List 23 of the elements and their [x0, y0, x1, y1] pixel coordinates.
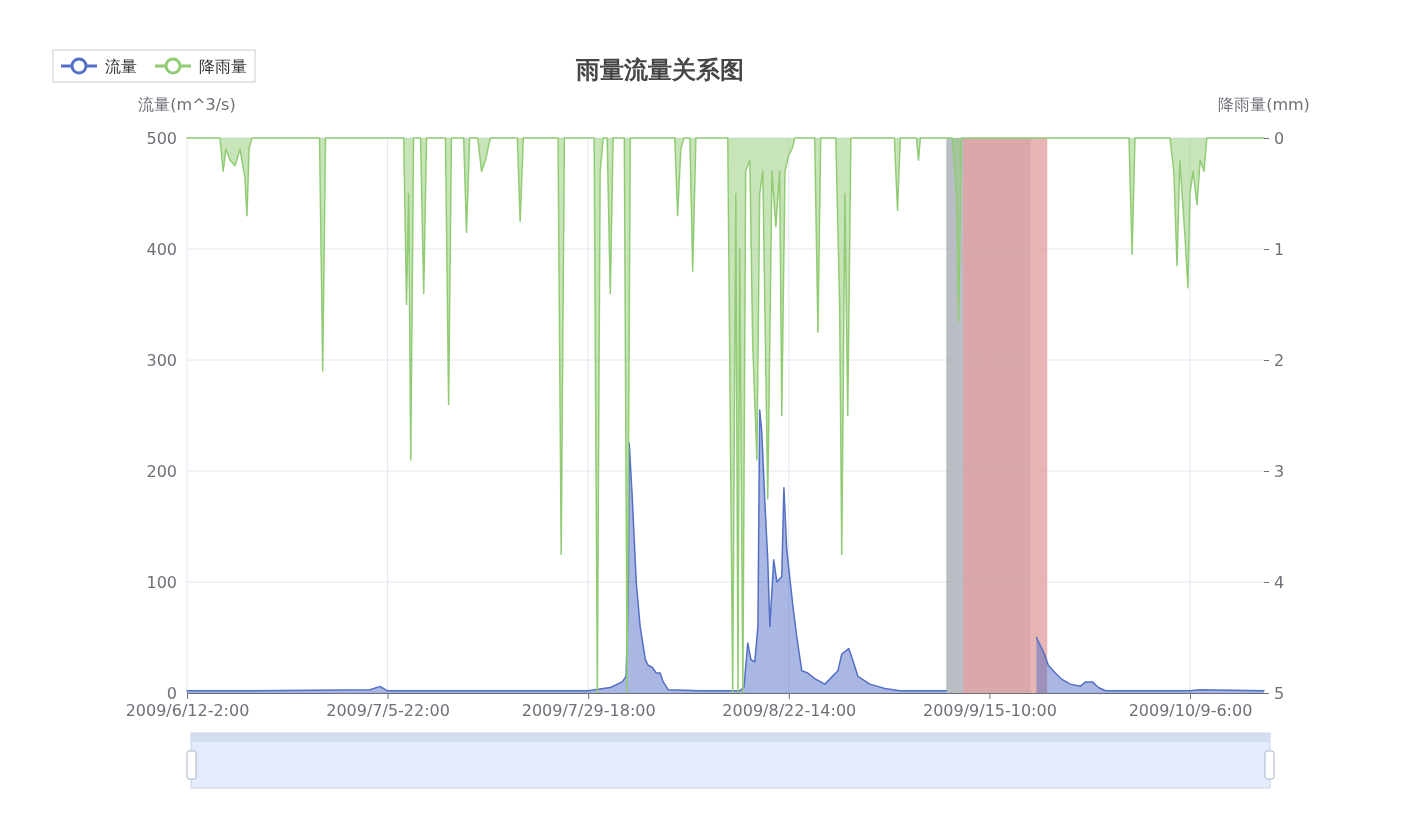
y-tick-label: 300: [146, 350, 177, 370]
x-tick-label: 2009/8/22-14:00: [722, 701, 857, 721]
chart-title: 雨量流量关系图: [575, 56, 744, 84]
y-tick-label: 400: [146, 239, 177, 259]
x-tick-label: 2009/9/15-10:00: [922, 701, 1057, 721]
y-axis-title: 流量(m^3/s): [138, 95, 236, 114]
x-tick-label: 2009/7/29-18:00: [521, 701, 656, 721]
legend-label: 降雨量: [199, 57, 247, 76]
x-tick-label: 2009/6/12-2:00: [125, 701, 250, 721]
y2-tick-label: 4: [1274, 572, 1285, 592]
y2-tick-label: 5: [1274, 683, 1285, 703]
y-tick-label: 0: [166, 683, 177, 703]
y-tick-label: 100: [146, 572, 177, 592]
y-tick-label: 200: [146, 461, 177, 481]
x-tick-label: 2009/10/9-6:00: [1128, 701, 1253, 721]
y2-axis-title: 降雨量(mm): [1218, 95, 1310, 114]
y2-tick-label: 1: [1274, 239, 1285, 259]
y2-tick-label: 3: [1274, 461, 1285, 481]
x-tick-label: 2009/7/5-22:00: [326, 701, 450, 721]
legend-label: 流量: [105, 57, 137, 76]
y2-tick-label: 0: [1274, 128, 1285, 148]
y2-tick-label: 2: [1274, 350, 1285, 370]
y-tick-label: 500: [146, 128, 177, 148]
